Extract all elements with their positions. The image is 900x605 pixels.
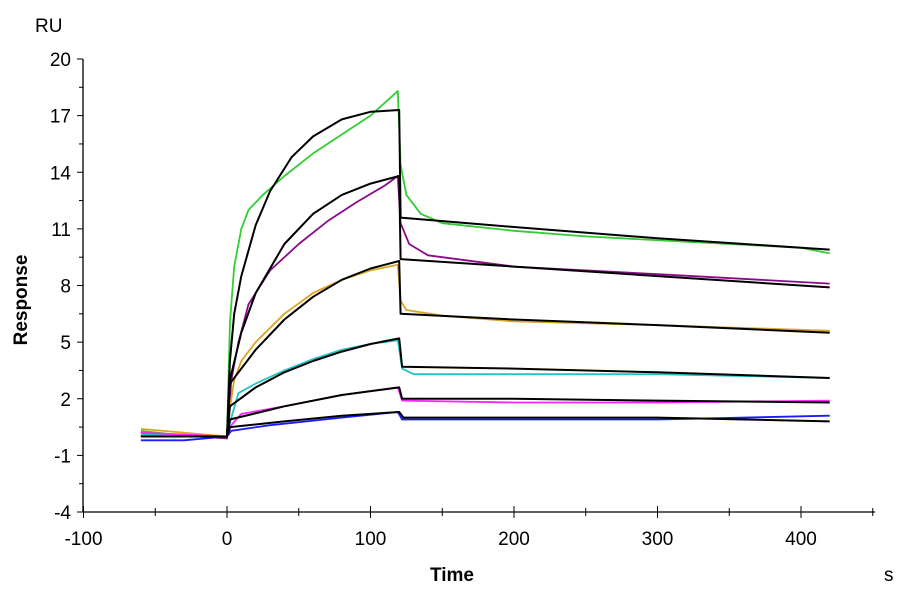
y-tick-label: 20 bbox=[50, 50, 71, 71]
y-tick-label: 2 bbox=[60, 390, 71, 411]
x-tick-label: -100 bbox=[64, 529, 102, 550]
data-curve-4 bbox=[140, 339, 830, 438]
series-group bbox=[140, 90, 830, 442]
fit-curve-3 bbox=[226, 260, 830, 437]
y-unit-label: RU bbox=[35, 16, 62, 37]
x-tick-label: 200 bbox=[498, 529, 530, 550]
x-tick-label: 300 bbox=[642, 529, 674, 550]
x-tick-label: 100 bbox=[355, 529, 387, 550]
data-curve-3 bbox=[140, 263, 830, 438]
y-tick-label: 8 bbox=[60, 277, 71, 298]
y-tick-label: 5 bbox=[60, 333, 71, 354]
fit-curve-2 bbox=[226, 175, 830, 437]
fit-curve-4 bbox=[226, 337, 830, 437]
axes: -100 0 100 200 300 400 -4 -1 2 5 8 11 14 17 20 bbox=[50, 50, 875, 550]
fit-curve-1 bbox=[140, 109, 830, 438]
y-tick-label: 14 bbox=[50, 163, 72, 184]
x-unit-label: s bbox=[884, 565, 894, 586]
data-curve-6 bbox=[140, 411, 830, 442]
y-tick-label: -4 bbox=[54, 503, 71, 524]
y-tick-label: 17 bbox=[50, 107, 71, 128]
fit-curve-6 bbox=[226, 411, 830, 437]
y-axis-label: Response bbox=[11, 255, 32, 346]
x-axis-label: Time bbox=[430, 565, 474, 586]
y-tick-label: -1 bbox=[54, 446, 71, 467]
x-tick-label: 400 bbox=[785, 529, 817, 550]
y-tick-label: 11 bbox=[51, 220, 71, 241]
data-curve-1 bbox=[140, 90, 830, 440]
fit-curve-5 bbox=[226, 386, 830, 437]
x-tick-label: 0 bbox=[222, 529, 233, 550]
